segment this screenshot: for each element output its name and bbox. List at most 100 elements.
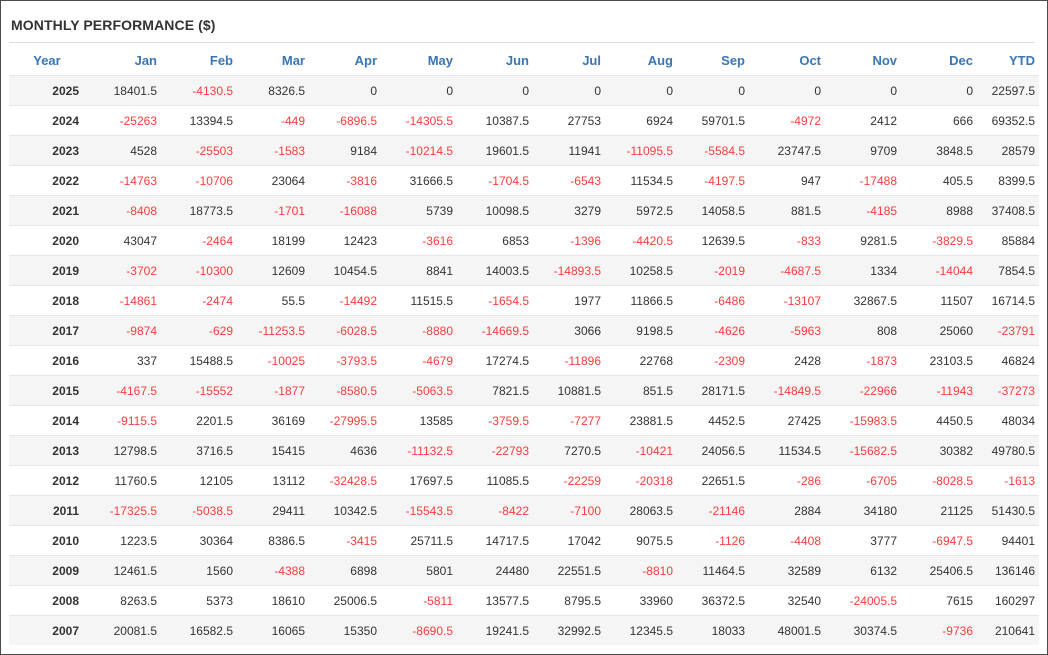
value-cell-feb: -25503 [161,135,237,166]
year-cell: 2015 [9,375,85,406]
value-cell-dec: -14044 [901,255,977,286]
value-cell-nov: -15682.5 [825,435,901,466]
value-cell-dec: -6947.5 [901,525,977,556]
value-cell-jul: 11941 [533,135,605,166]
value-cell-oct: -4687.5 [749,255,825,286]
value-cell-sep: -5584.5 [677,135,749,166]
value-cell-aug: 10258.5 [605,255,677,286]
value-cell-jan: -17325.5 [85,495,161,526]
value-cell-ytd: -37273 [977,375,1039,406]
value-cell-apr: 10342.5 [309,495,381,526]
value-cell-jan: -14861 [85,285,161,316]
value-cell-jul: 0 [533,75,605,106]
year-cell: 2017 [9,315,85,346]
value-cell-jul: -22259 [533,465,605,496]
year-cell: 2007 [9,615,85,645]
value-cell-oct: 947 [749,165,825,196]
column-header-mar: Mar [237,45,309,76]
value-cell-nov: -1873 [825,345,901,376]
value-cell-may: 11515.5 [381,285,457,316]
column-header-nov: Nov [825,45,901,76]
value-cell-jul: -7100 [533,495,605,526]
value-cell-apr: 0 [309,75,381,106]
value-cell-sep: -4197.5 [677,165,749,196]
value-cell-nov: 1334 [825,255,901,286]
value-cell-apr: 6898 [309,555,381,586]
value-cell-may: 25711.5 [381,525,457,556]
table-row: 2018 -14861 -2474 55.5 -14492 11515.5 -1654.5 1… [9,285,1039,316]
column-header-dec: Dec [901,45,977,76]
value-cell-may: -11132.5 [381,435,457,466]
table-row: 2020 43047 -2464 18199 12423 -3616 6853 -1396 -4… [9,225,1039,256]
value-cell-ytd: 46824 [977,345,1039,376]
value-cell-mar: -1701 [237,195,309,226]
column-header-jan: Jan [85,45,161,76]
table-row: 2013 12798.5 3716.5 15415 4636 -11132.5 -22793… [9,435,1039,466]
value-cell-sep: 11464.5 [677,555,749,586]
value-cell-dec: 405.5 [901,165,977,196]
table-row: 2008 8263.5 5373 18610 25006.5 -5811 13577.5 87… [9,585,1039,616]
value-cell-jan: -4167.5 [85,375,161,406]
column-header-feb: Feb [161,45,237,76]
value-cell-dec: -8028.5 [901,465,977,496]
value-cell-sep: -1126 [677,525,749,556]
value-cell-oct: 0 [749,75,825,106]
value-cell-may: 17697.5 [381,465,457,496]
value-cell-jul: -14893.5 [533,255,605,286]
year-cell: 2010 [9,525,85,556]
value-cell-mar: 15415 [237,435,309,466]
value-cell-may: -8880 [381,315,457,346]
value-cell-may: -8690.5 [381,615,457,645]
value-cell-may: 5801 [381,555,457,586]
panel-title: MONTHLY PERFORMANCE ($) [11,17,216,33]
value-cell-apr: 25006.5 [309,585,381,616]
value-cell-apr: -32428.5 [309,465,381,496]
value-cell-oct: 2884 [749,495,825,526]
table-row: 2022 -14763 -10706 23064 -3816 31666.5 -1704.5… [9,165,1039,196]
value-cell-ytd: 37408.5 [977,195,1039,226]
value-cell-aug: -20318 [605,465,677,496]
year-cell: 2009 [9,555,85,586]
value-cell-oct: 48001.5 [749,615,825,645]
value-cell-jan: 337 [85,345,161,376]
table-row: 2021 -8408 18773.5 -1701 -16088 5739 10098.5 32… [9,195,1039,226]
value-cell-jul: -6543 [533,165,605,196]
value-cell-apr: 9184 [309,135,381,166]
column-header-apr: Apr [309,45,381,76]
value-cell-jun: 13577.5 [457,585,533,616]
table-row: 2007 20081.5 16582.5 16065 15350 -8690.5 19241… [9,615,1039,645]
value-cell-jun: -22793 [457,435,533,466]
value-cell-apr: -3793.5 [309,345,381,376]
value-cell-apr: -3415 [309,525,381,556]
value-cell-jun: -1704.5 [457,165,533,196]
column-header-sep: Sep [677,45,749,76]
value-cell-sep: -21146 [677,495,749,526]
value-cell-aug: 6924 [605,105,677,136]
value-cell-mar: 16065 [237,615,309,645]
value-cell-aug: 0 [605,75,677,106]
value-cell-feb: 2201.5 [161,405,237,436]
value-cell-jul: -1396 [533,225,605,256]
value-cell-ytd: 49780.5 [977,435,1039,466]
value-cell-ytd: 160297 [977,585,1039,616]
table-row: 2014 -9115.5 2201.5 36169 -27995.5 13585 -3759… [9,405,1039,436]
value-cell-apr: -6028.5 [309,315,381,346]
value-cell-aug: 22768 [605,345,677,376]
value-cell-oct: 27425 [749,405,825,436]
value-cell-feb: 16582.5 [161,615,237,645]
table-row: 2012 11760.5 12105 13112 -32428.5 17697.5 1108… [9,465,1039,496]
value-cell-mar: -4388 [237,555,309,586]
value-cell-aug: -10421 [605,435,677,466]
value-cell-jul: 8795.5 [533,585,605,616]
value-cell-mar: 8326.5 [237,75,309,106]
value-cell-feb: 18773.5 [161,195,237,226]
value-cell-nov: -4185 [825,195,901,226]
value-cell-dec: 7615 [901,585,977,616]
value-cell-jan: 43047 [85,225,161,256]
value-cell-may: -5811 [381,585,457,616]
year-cell: 2025 [9,75,85,106]
year-cell: 2012 [9,465,85,496]
value-cell-nov: 0 [825,75,901,106]
value-cell-ytd: 7854.5 [977,255,1039,286]
value-cell-may: 13585 [381,405,457,436]
